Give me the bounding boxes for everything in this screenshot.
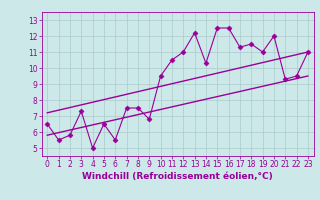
X-axis label: Windchill (Refroidissement éolien,°C): Windchill (Refroidissement éolien,°C) bbox=[82, 172, 273, 181]
